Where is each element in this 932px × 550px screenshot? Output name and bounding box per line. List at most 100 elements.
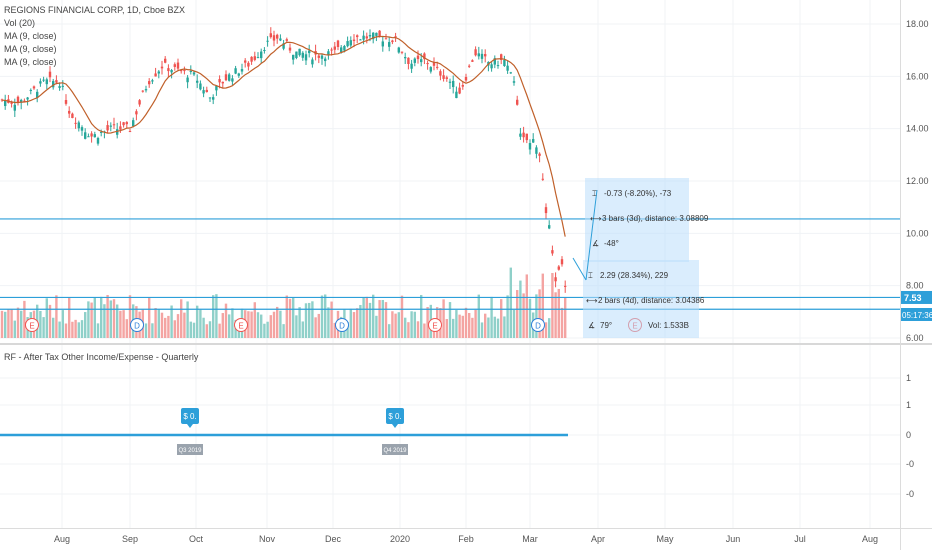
price-axis[interactable]: 18.00 16.00 14.00 12.00 10.00 8.00 6.00 7.53 05:…: [900, 0, 932, 550]
volume-bar: [45, 298, 48, 338]
volume-bar: [554, 292, 557, 338]
volume-bar: [269, 315, 272, 338]
volume-bar: [471, 317, 474, 338]
volume-bar: [61, 310, 64, 338]
candle-body: [260, 51, 263, 59]
volume-bar: [452, 318, 455, 338]
volume-bar: [346, 322, 349, 338]
volume-bar: [426, 307, 429, 338]
candle-body: [436, 66, 439, 68]
marker-letter: D: [535, 322, 541, 331]
quarter-flag[interactable]: $ 0. Q3 2019: [177, 408, 203, 455]
volume-bar: [512, 309, 516, 338]
measure-tools[interactable]: ⌶ -0.73 (-8.20%), -73⟷ 3 bars (3d), distan…: [572, 178, 709, 338]
marker-letter: E: [238, 322, 243, 331]
candle-body: [528, 143, 532, 150]
candle-body: [263, 49, 266, 51]
volume-bar: [404, 317, 407, 338]
volume-bar: [359, 304, 362, 338]
volume-bar: [266, 321, 269, 338]
candle-body: [359, 39, 362, 41]
ma-legend-1[interactable]: MA (9, close): [4, 31, 57, 41]
volume-bar: [378, 300, 381, 338]
candle-body: [500, 54, 503, 60]
candle-body: [445, 77, 448, 79]
candle-body: [432, 62, 436, 66]
volume-bar: [560, 307, 564, 338]
volume-bar: [484, 313, 487, 338]
candle-body: [362, 35, 365, 40]
ma-legend-3[interactable]: MA (9, close): [4, 57, 57, 67]
volume-bar: [493, 316, 496, 338]
flag-pointer: [392, 424, 398, 428]
volume-bar: [208, 321, 212, 338]
horizontal-lines[interactable]: [0, 218, 900, 310]
candle-body: [308, 50, 311, 54]
dividend-marker[interactable]: D: [531, 318, 545, 332]
flag-bg: [386, 408, 404, 424]
candle-body: [388, 42, 391, 47]
candle-body: [64, 100, 68, 104]
event-markers[interactable]: EDEDEDE: [25, 318, 642, 332]
last-price-label[interactable]: 7.53: [901, 290, 932, 304]
candle-body: [16, 96, 20, 103]
candle-body: [29, 89, 32, 91]
measure-lower-angle-icon: ∡: [588, 321, 595, 330]
earnings-marker[interactable]: E: [25, 318, 39, 332]
candle-body: [493, 58, 496, 65]
candle-body: [560, 259, 564, 265]
price-tick: 14.00: [906, 124, 929, 134]
candle-body: [525, 133, 528, 141]
ma-legend-2[interactable]: MA (9, close): [4, 44, 57, 54]
time-tick: Oct: [189, 534, 204, 544]
candle-body: [122, 122, 125, 126]
volume-bar: [90, 302, 93, 338]
candle-body: [269, 33, 272, 38]
volume-bar: [167, 315, 170, 338]
volume-bar: [330, 301, 333, 338]
earnings-marker[interactable]: E: [428, 318, 442, 332]
candle-body: [74, 122, 77, 124]
volume-bar: [448, 302, 452, 338]
volume-bar: [288, 298, 292, 338]
candle-body: [564, 285, 567, 287]
volume-bar: [202, 317, 205, 338]
candle-body: [128, 131, 132, 133]
dividend-marker[interactable]: D: [335, 318, 349, 332]
time-axis[interactable]: Aug Sep Oct Nov Dec 2020 Feb Mar Apr May Jun Jul Aug: [0, 528, 932, 545]
volume-bar: [183, 312, 186, 338]
symbol-title[interactable]: REGIONS FINANCIAL CORP, 1D, Cboe BZX: [4, 5, 186, 15]
candle-body: [196, 80, 199, 83]
volume-bar: [522, 293, 525, 338]
volume-bar: [564, 297, 567, 338]
dividend-marker[interactable]: D: [130, 318, 144, 332]
flag-bg: [181, 408, 199, 424]
volume-bar: [496, 318, 500, 338]
candle-body: [416, 55, 420, 60]
volume-bar: [365, 296, 368, 338]
price-tick: 8.00: [906, 281, 924, 291]
volume-bar: [410, 311, 413, 338]
volume-bar: [48, 304, 52, 338]
candle-body: [0, 99, 4, 101]
volume-bar: [122, 310, 125, 338]
volume-bar: [116, 304, 119, 338]
candle-body: [84, 132, 87, 139]
candle-body: [36, 91, 39, 98]
flag-pointer: [187, 424, 193, 428]
earnings-marker[interactable]: E: [234, 318, 248, 332]
time-tick: 2020: [390, 534, 410, 544]
volume-bar: [144, 323, 148, 338]
volume-legend[interactable]: Vol (20): [4, 18, 36, 28]
candle-body: [141, 90, 144, 92]
quarter-flag[interactable]: $ 0. Q4 2019: [382, 408, 408, 455]
flag-text: $ 0.: [183, 412, 196, 421]
candle-body: [503, 59, 506, 66]
lower-pane-title[interactable]: RF - After Tax Other Income/Expense - Qu…: [4, 352, 199, 362]
candle-body: [71, 113, 74, 119]
candle-body: [541, 178, 544, 180]
marker-circle: [335, 318, 349, 332]
candle-body: [356, 35, 359, 38]
lower-tick: 1: [906, 400, 911, 410]
